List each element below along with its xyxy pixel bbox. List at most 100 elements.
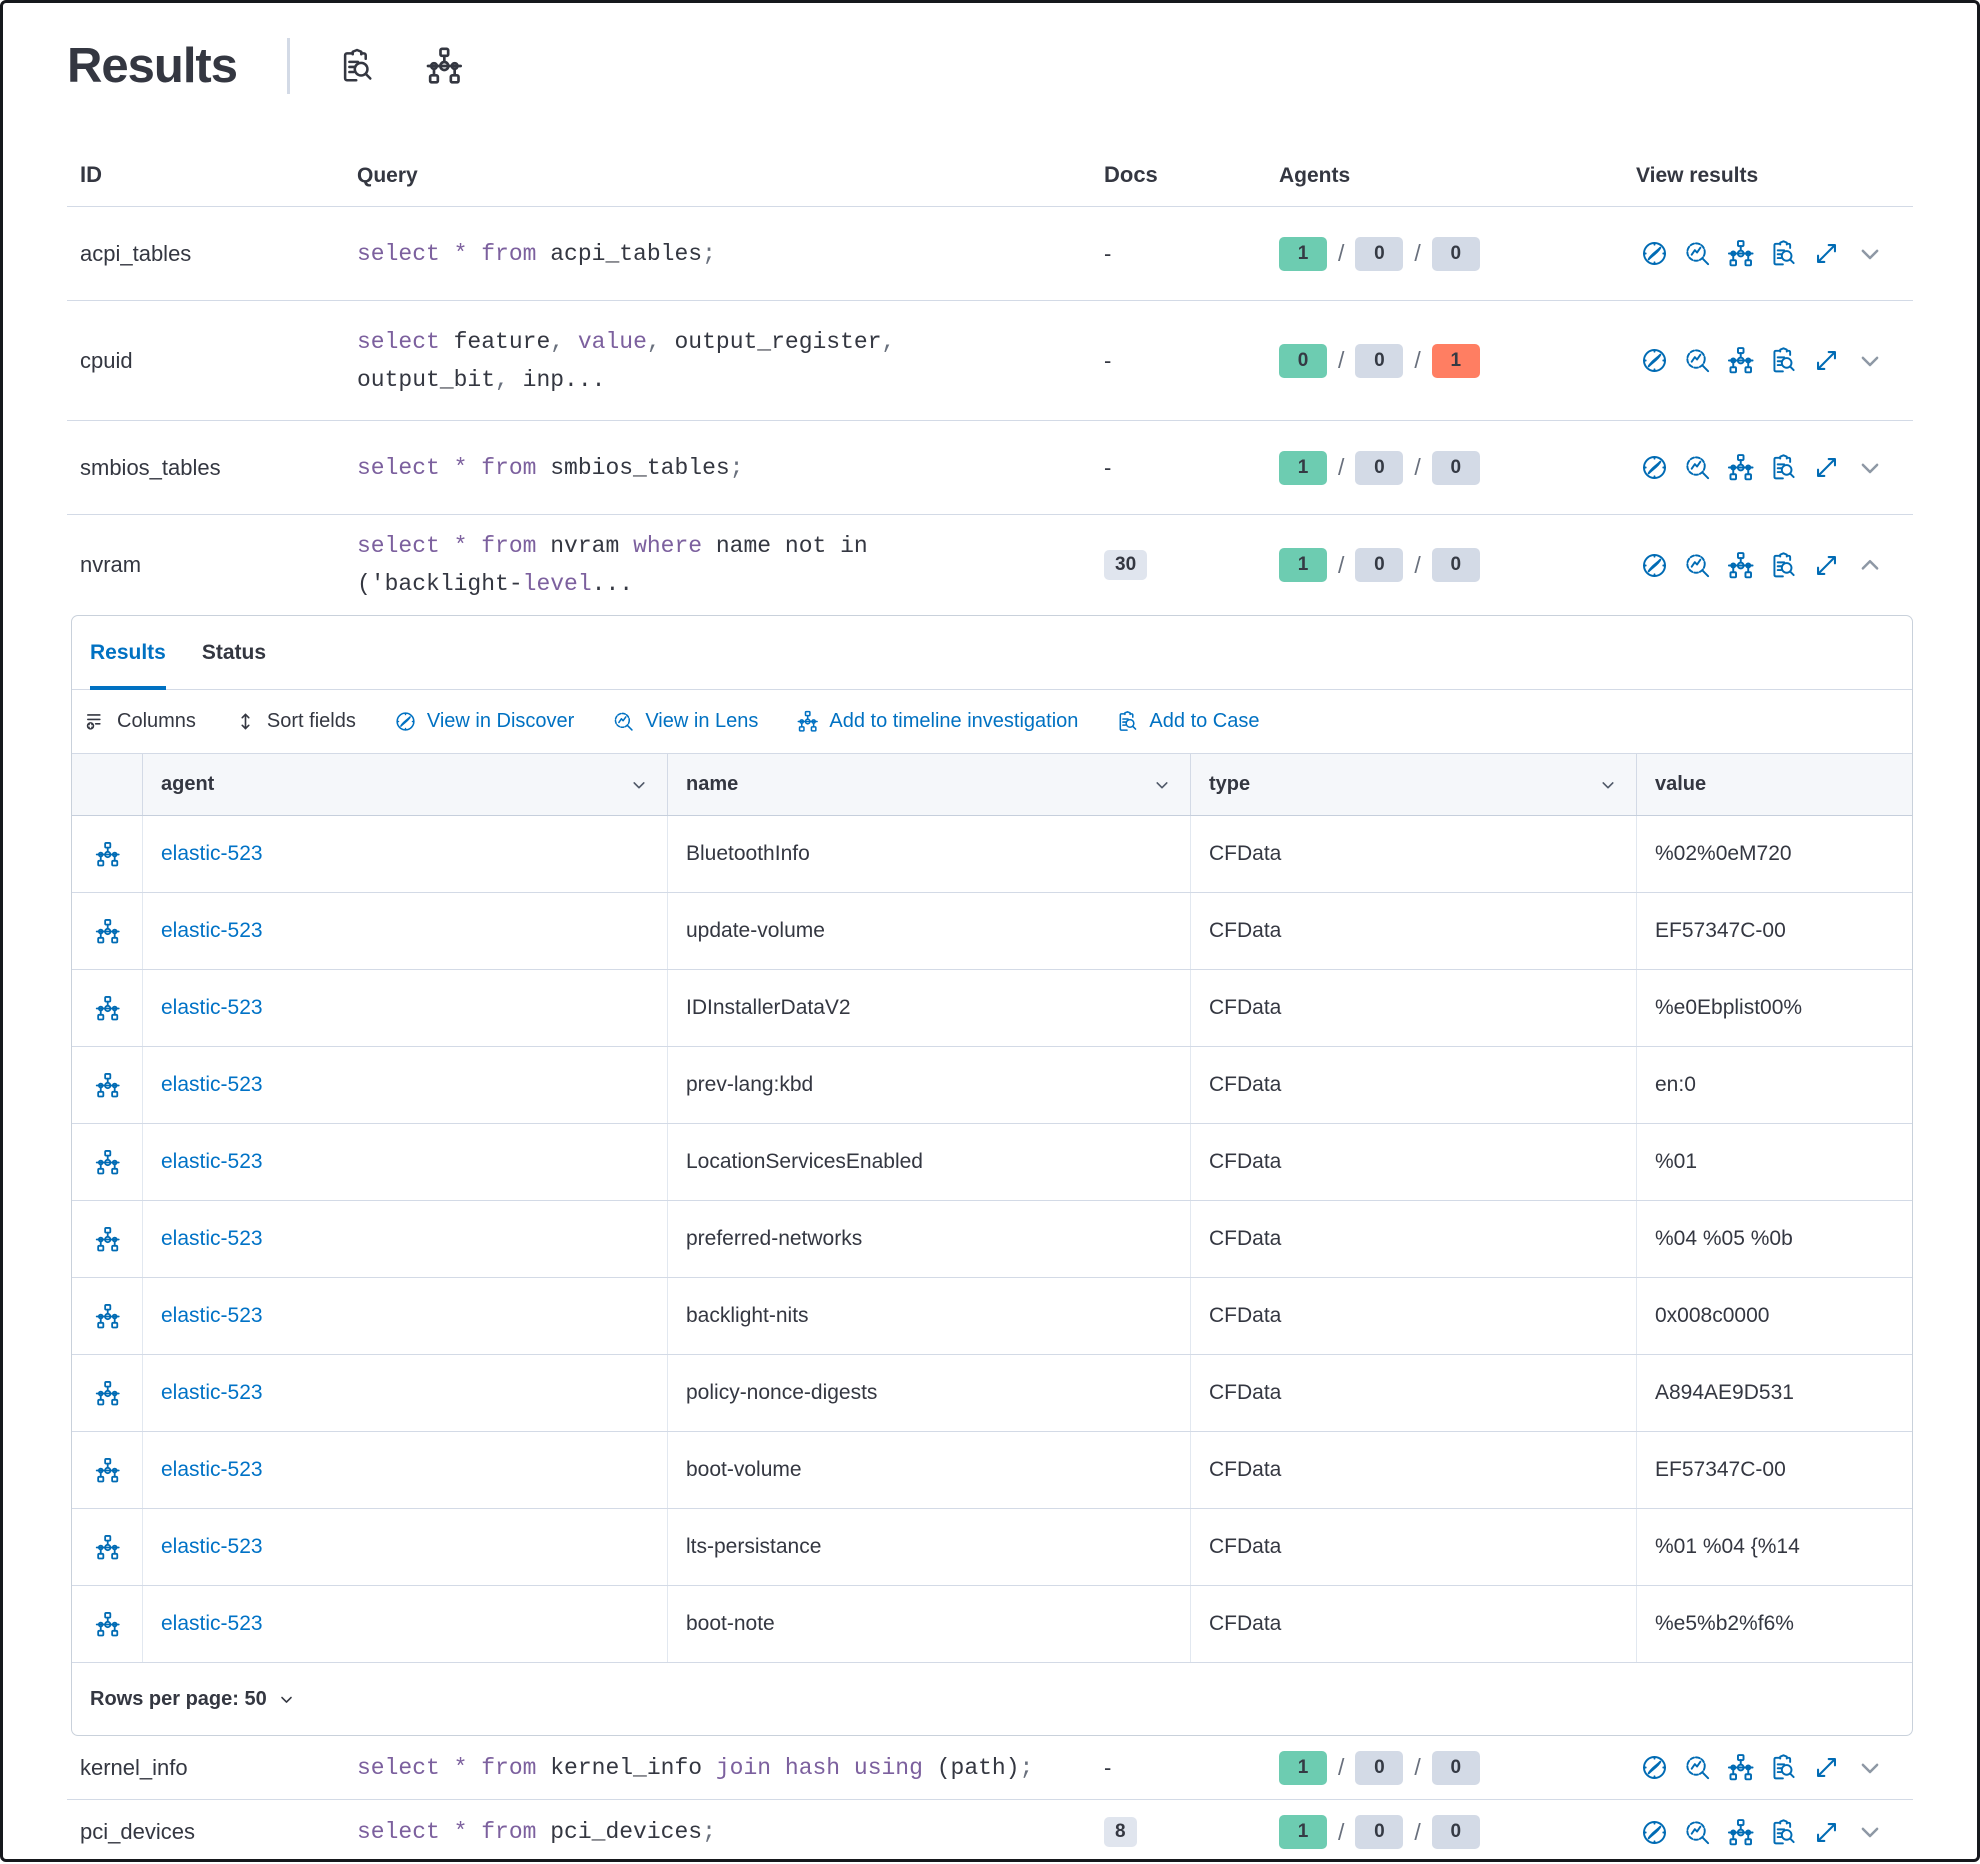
agent-link[interactable]: elastic-523 [161,919,263,942]
column-header-row-actions [72,754,143,815]
add-to-case-button[interactable] [1769,551,1798,580]
view-in-discover-button[interactable] [1640,453,1669,482]
add-row-to-timeline-button[interactable] [94,918,121,945]
name-cell: lts-persistance [668,1509,1191,1585]
view-in-lens-button[interactable] [1683,239,1712,268]
table-row-kernel-info: kernel_info select * from kernel_info jo… [67,1736,1913,1800]
toggle-details-button[interactable] [1855,1817,1885,1847]
table-row: elastic-523 backlight-nits CFData 0x008c… [72,1278,1912,1355]
docs-count: - [1104,347,1112,373]
lens-icon [1683,453,1712,482]
results-table-header: ID Query Docs Agents View results [67,137,1913,207]
add-to-timeline-button[interactable] [1726,453,1755,482]
agent-link[interactable]: elastic-523 [161,1381,263,1404]
name-cell: IDInstallerDataV2 [668,970,1191,1046]
expand-results-button[interactable] [1812,1753,1841,1782]
agent-link[interactable]: elastic-523 [161,1612,263,1635]
query-sql: select * from nvram where name not in ('… [357,533,868,597]
tab-results[interactable]: Results [90,616,166,690]
toggle-details-button[interactable] [1855,346,1885,376]
agents-failed-badge: 0 [1431,236,1480,271]
add-row-to-timeline-button[interactable] [94,841,121,868]
collapse-details-button[interactable] [1855,550,1885,580]
agent-link[interactable]: elastic-523 [161,1535,263,1558]
view-in-lens-button[interactable] [1683,1818,1712,1847]
expand-results-button[interactable] [1812,346,1841,375]
timeline-icon [1726,1818,1755,1847]
agent-link[interactable]: elastic-523 [161,842,263,865]
column-header-view-results: View results [1636,164,1759,187]
columns-button[interactable]: Columns [84,710,196,733]
view-results-actions [1636,550,1913,580]
column-header-id: ID [80,162,102,187]
agent-link[interactable]: elastic-523 [161,1073,263,1096]
expand-icon [1812,1753,1841,1782]
add-row-to-timeline-button[interactable] [94,1457,121,1484]
column-header-name[interactable]: name [668,754,1191,815]
view-in-discover-button[interactable] [1640,1753,1669,1782]
view-in-lens-button[interactable] [1683,551,1712,580]
expand-results-button[interactable] [1812,551,1841,580]
add-to-case-link[interactable]: Add to Case [1116,710,1260,733]
timeline-icon [1726,453,1755,482]
add-row-to-timeline-button[interactable] [94,1303,121,1330]
toggle-details-button[interactable] [1855,1753,1885,1783]
tab-status[interactable]: Status [201,640,267,664]
saved-queries-casebook-button[interactable] [338,47,376,85]
add-row-to-timeline-button[interactable] [94,1611,121,1638]
timeline-icon [94,918,121,945]
view-in-discover-button[interactable] [1640,551,1669,580]
view-in-discover-button[interactable] [1640,346,1669,375]
agents-success-badge: 1 [1279,450,1327,485]
agent-link[interactable]: elastic-523 [161,1458,263,1481]
expand-results-button[interactable] [1812,453,1841,482]
add-to-timeline-button[interactable] [1726,239,1755,268]
add-to-case-button[interactable] [1769,239,1798,268]
rows-per-page-button[interactable]: Rows per page: 50 [90,1688,296,1711]
add-to-timeline-button[interactable] [1726,346,1755,375]
add-to-timeline-button[interactable] [1726,551,1755,580]
add-row-to-timeline-button[interactable] [94,1072,121,1099]
view-in-discover-link[interactable]: View in Discover [394,710,574,733]
add-row-to-timeline-button[interactable] [94,995,121,1022]
add-to-case-button[interactable] [1769,453,1798,482]
add-row-to-timeline-button[interactable] [94,1149,121,1176]
add-to-case-button[interactable] [1769,1818,1798,1847]
column-header-value[interactable]: value [1655,773,1707,795]
type-cell: CFData [1191,1201,1637,1277]
agent-link[interactable]: elastic-523 [161,1304,263,1327]
add-to-timeline-button[interactable] [1726,1818,1755,1847]
sort-fields-button[interactable]: Sort fields [234,710,356,733]
toggle-details-button[interactable] [1855,239,1885,269]
expand-results-button[interactable] [1812,239,1841,268]
column-header-agent[interactable]: agent [143,754,668,815]
agent-link[interactable]: elastic-523 [161,996,263,1019]
toggle-details-button[interactable] [1855,453,1885,483]
add-row-to-timeline-button[interactable] [94,1380,121,1407]
expand-results-button[interactable] [1812,1818,1841,1847]
add-to-timeline-button[interactable] [1726,1753,1755,1782]
casebook-icon [1116,710,1139,733]
table-row: elastic-523 boot-volume CFData EF57347C-… [72,1432,1912,1509]
agents-failed-badge: 0 [1431,450,1480,485]
name-cell: update-volume [668,893,1191,969]
add-row-to-timeline-button[interactable] [94,1226,121,1253]
query-sql: select feature, value, output_register, … [357,328,896,393]
agents-pending-badge: 0 [1355,236,1404,271]
column-header-type[interactable]: type [1191,754,1637,815]
view-in-discover-button[interactable] [1640,1818,1669,1847]
add-to-timeline-link[interactable]: Add to timeline investigation [796,710,1078,733]
timeline-button[interactable] [424,46,464,86]
add-to-case-button[interactable] [1769,346,1798,375]
agent-link[interactable]: elastic-523 [161,1227,263,1250]
add-row-to-timeline-button[interactable] [94,1534,121,1561]
view-in-lens-button[interactable] [1683,1753,1712,1782]
agent-link[interactable]: elastic-523 [161,1150,263,1173]
add-to-case-button[interactable] [1769,1753,1798,1782]
view-in-lens-link[interactable]: View in Lens [612,710,758,733]
agents-pending-badge: 0 [1355,343,1404,378]
view-in-lens-button[interactable] [1683,453,1712,482]
chevron-down-icon [1855,1817,1885,1847]
view-in-lens-button[interactable] [1683,346,1712,375]
view-in-discover-button[interactable] [1640,239,1669,268]
